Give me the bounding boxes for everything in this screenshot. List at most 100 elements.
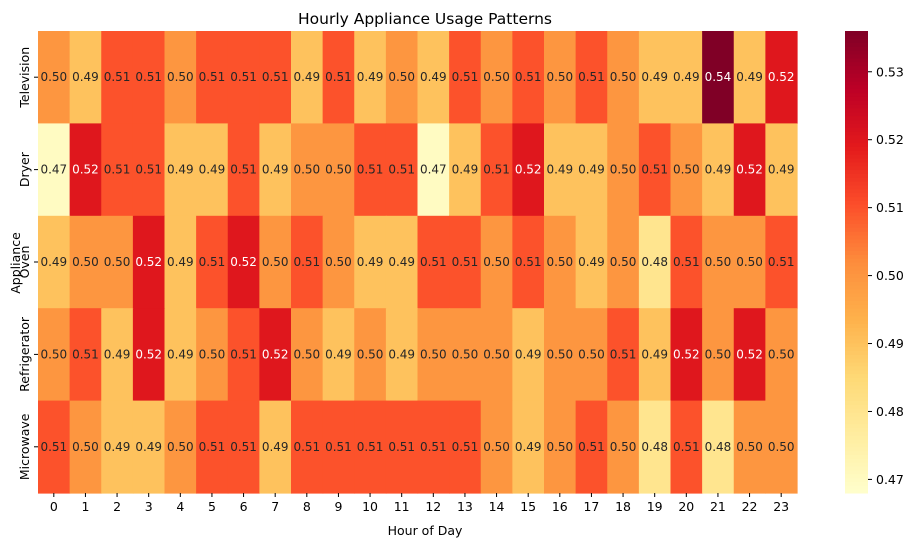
colorbar-segment: [845, 481, 868, 486]
heatmap-cell: [101, 400, 134, 494]
cell-value-label: 0.51: [578, 440, 605, 454]
y-tick-label: Television: [17, 47, 32, 109]
cell-value-label: 0.50: [293, 347, 320, 361]
heatmap-cell: [227, 215, 260, 309]
cell-value-label: 0.51: [199, 440, 226, 454]
colorbar-segment: [845, 354, 868, 359]
x-tick-label: 15: [520, 499, 536, 514]
heatmap-cell: [670, 308, 703, 402]
cell-value-label: 0.49: [262, 440, 289, 454]
cell-value-label: 0.49: [199, 163, 226, 177]
cell-value-label: 0.50: [610, 163, 637, 177]
cell-value-label: 0.48: [641, 440, 668, 454]
cell-value-label: 0.52: [736, 347, 763, 361]
cell-value-label: 0.49: [388, 255, 415, 269]
heatmap-cell: [638, 31, 672, 124]
cell-value-label: 0.47: [420, 163, 447, 177]
heatmap-cell: [101, 215, 134, 309]
cell-value-label: 0.50: [705, 347, 732, 361]
cell-value-label: 0.49: [262, 163, 289, 177]
colorbar-segment: [845, 69, 868, 74]
colorbar-segment: [845, 131, 868, 136]
heatmap-cell: [101, 123, 134, 217]
heatmap-cell: [638, 123, 672, 217]
colorbar-segment: [845, 146, 868, 151]
colorbar-segment: [845, 404, 868, 409]
heatmap-cell: [132, 31, 166, 124]
colorbar-segment: [845, 339, 868, 344]
colorbar-segment: [845, 362, 868, 367]
heatmap-cell: [733, 31, 766, 124]
colorbar-tick-label: 0.48: [876, 404, 904, 419]
cell-value-label: 0.51: [610, 347, 637, 361]
colorbar-segment: [845, 77, 868, 82]
colorbar-segment: [845, 181, 868, 186]
cell-value-label: 0.50: [420, 347, 447, 361]
heatmap-cell: [733, 215, 766, 309]
cell-value-label: 0.51: [578, 70, 605, 84]
heatmap-cell: [354, 308, 387, 402]
colorbar-segment: [845, 335, 868, 340]
heatmap-cells: 0.50 0.49 0.51 0.51 0.50 0.51 0.51 0.51 0.49 0.51…: [38, 31, 798, 494]
colorbar-segment: [845, 296, 868, 301]
cell-value-label: 0.50: [578, 347, 605, 361]
cell-value-label: 0.49: [325, 347, 352, 361]
colorbar-segment: [845, 373, 868, 378]
heatmap-cell: [132, 215, 166, 309]
heatmap-cell: [575, 215, 608, 309]
colorbar-segment: [845, 262, 868, 267]
heatmap-cell: [227, 123, 260, 217]
colorbar-segment: [845, 400, 868, 405]
x-tick-label: 11: [394, 499, 410, 514]
cell-value-label: 0.50: [262, 255, 289, 269]
colorbar-segment: [845, 235, 868, 240]
heatmap-cell: [417, 31, 450, 124]
cell-value-label: 0.52: [673, 347, 700, 361]
cell-value-label: 0.52: [768, 70, 795, 84]
colorbar-segment: [845, 327, 868, 332]
heatmap-cell: [480, 123, 513, 217]
cell-value-label: 0.52: [72, 163, 99, 177]
heatmap-cell: [69, 215, 102, 309]
cell-value-label: 0.49: [167, 347, 194, 361]
colorbar-segment: [845, 84, 868, 90]
colorbar-segment: [845, 365, 868, 371]
colorbar-segment: [845, 134, 868, 140]
colorbar-segment: [845, 211, 868, 217]
cell-value-label: 0.51: [673, 255, 700, 269]
cell-value-label: 0.50: [40, 70, 67, 84]
heatmap-cell: [417, 123, 450, 217]
heatmap-cell: [164, 215, 197, 309]
heatmap-cell: [101, 308, 134, 402]
x-tick-label: 10: [362, 499, 378, 514]
y-tick-label: Refrigerator: [17, 316, 32, 392]
cell-value-label: 0.49: [515, 347, 542, 361]
cell-value-label: 0.49: [420, 70, 447, 84]
cell-value-label: 0.50: [483, 70, 510, 84]
x-tick-label: 7: [271, 499, 279, 514]
cell-value-label: 0.49: [546, 163, 573, 177]
colorbar-segment: [845, 104, 868, 109]
heatmap-cell: [38, 215, 71, 309]
colorbar-segment: [845, 281, 868, 286]
heatmap-cell: [69, 123, 102, 217]
heatmap-cell: [765, 308, 798, 402]
colorbar-segment: [845, 254, 868, 259]
heatmap-cell: [322, 400, 355, 494]
colorbar-segment: [845, 442, 868, 448]
cell-value-label: 0.50: [325, 255, 352, 269]
heatmap-cell: [132, 123, 166, 217]
cell-value-label: 0.49: [40, 255, 67, 269]
colorbar-segment: [845, 450, 868, 455]
cell-value-label: 0.49: [135, 440, 162, 454]
cell-value-label: 0.50: [104, 255, 131, 269]
colorbar-segment: [845, 269, 868, 275]
heatmap-cell: [449, 308, 482, 402]
cell-value-label: 0.50: [546, 70, 573, 84]
cell-value-label: 0.49: [357, 70, 384, 84]
heatmap-cell: [480, 215, 513, 309]
heatmap-cell: [291, 400, 324, 494]
cell-value-label: 0.49: [72, 70, 99, 84]
colorbar-segment: [845, 431, 868, 436]
heatmap-cell: [164, 308, 197, 402]
